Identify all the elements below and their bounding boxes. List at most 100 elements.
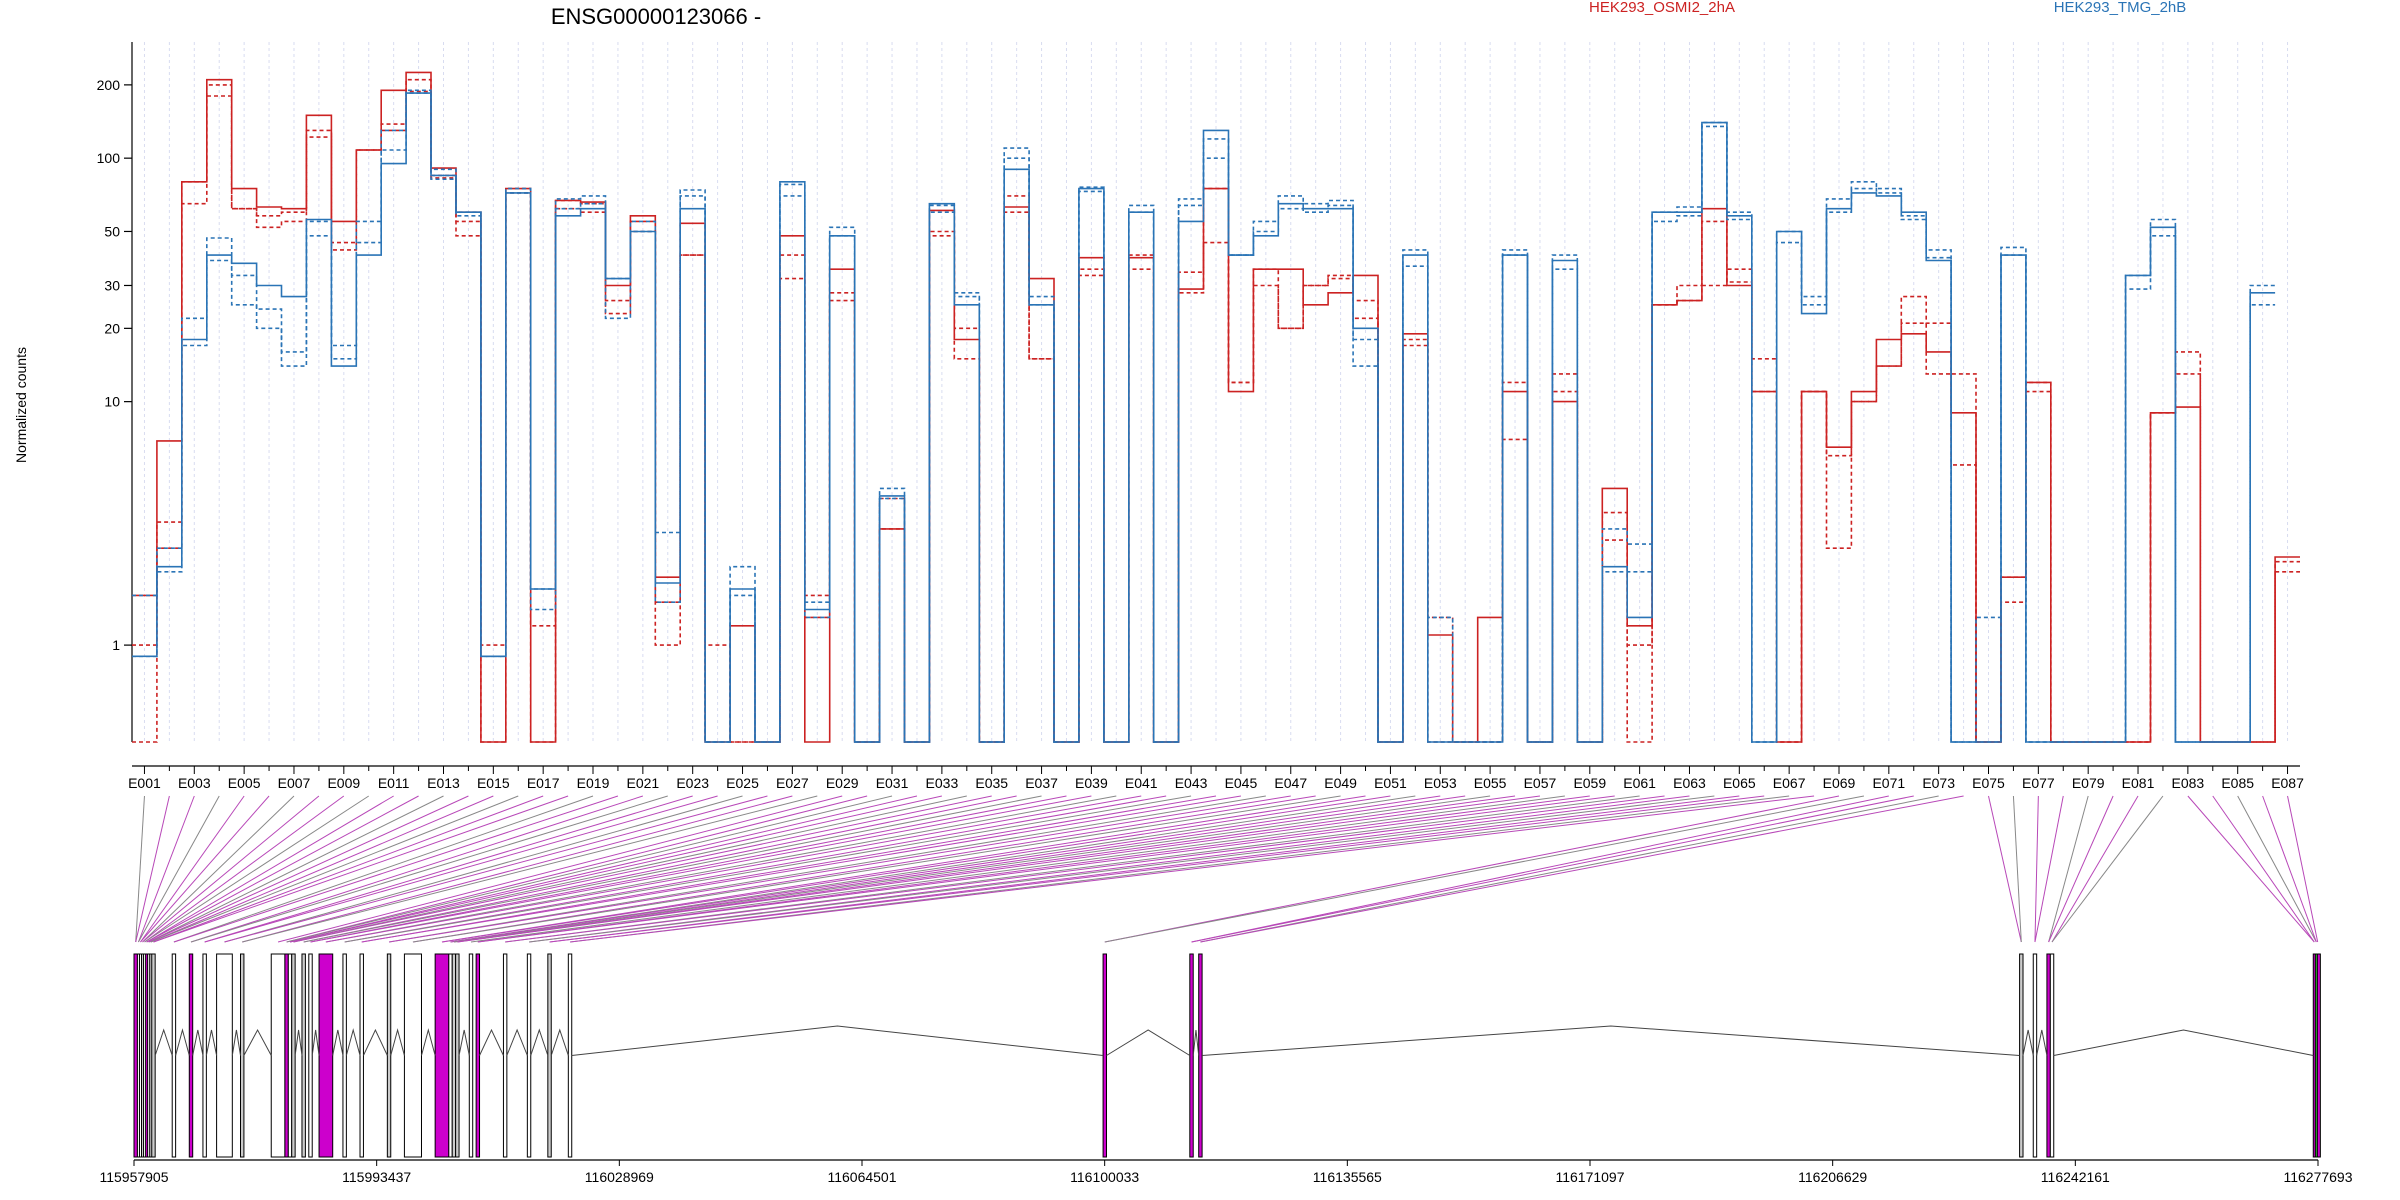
x-tick-label: E043 (1175, 775, 1208, 791)
exon-connector (153, 795, 569, 943)
exon-connector (242, 795, 793, 943)
x-tick-label: E015 (477, 775, 510, 791)
exon-connector (135, 795, 170, 943)
intron-line (175, 1028, 190, 1056)
exon-connector (1200, 795, 1964, 943)
x-tick-label: E057 (1524, 775, 1557, 791)
intron-line (479, 1028, 504, 1056)
x-tick-label: E041 (1125, 775, 1158, 791)
x-tick-label: E053 (1424, 775, 1457, 791)
x-tick-label: E059 (1573, 775, 1606, 791)
exon-connector (2262, 795, 2317, 943)
exon-connector (190, 795, 668, 943)
exon-box (451, 953, 457, 1158)
exon-connector (138, 795, 220, 943)
x-tick-label: E045 (1225, 775, 1258, 791)
exon-box (133, 953, 138, 1158)
exon-connector-lines (135, 795, 2319, 943)
exon-connector (2048, 795, 2089, 943)
series-line (132, 89, 2276, 743)
intron-line (2022, 1029, 2034, 1056)
exon-box (455, 953, 460, 1158)
exon-connector (441, 795, 1366, 943)
intron-line (362, 1028, 388, 1056)
x-tick-label: E035 (975, 775, 1008, 791)
exon-connector (146, 795, 419, 943)
x-tick-label: E063 (1673, 775, 1706, 791)
exon-connector (190, 795, 644, 943)
exon-connector (457, 795, 1516, 943)
intron-line (294, 1029, 303, 1056)
exon-box (301, 953, 306, 1158)
exon-connector (224, 795, 768, 943)
exon-connector (2287, 795, 2319, 943)
exon-connector (148, 795, 469, 943)
exon-box (151, 953, 156, 1158)
exon-connector (148, 795, 444, 943)
exon-box (308, 953, 313, 1158)
exon-box (291, 953, 296, 1158)
exon-connector (310, 795, 1067, 943)
exon-box (434, 953, 450, 1158)
exon-box (526, 953, 532, 1158)
exon-connector (2012, 795, 2022, 943)
y-tick-label: 10 (104, 394, 120, 410)
exon-connector (1104, 795, 1840, 943)
exon-connector (470, 795, 1565, 943)
exon-connector (477, 795, 1590, 943)
exon-connector (144, 795, 345, 943)
intron-line (205, 1029, 218, 1056)
exon-connector (142, 795, 320, 943)
exon-connector (142, 795, 295, 943)
legend-label-tmg: HEK293_TMG_2hB (2054, 0, 2187, 16)
exon-connector (388, 795, 1291, 943)
exon-connector (150, 795, 494, 943)
exon-connector (150, 795, 519, 943)
intron-line (506, 1028, 528, 1056)
exon-connector (2051, 795, 2139, 943)
x-tick-label: E023 (676, 775, 709, 791)
intron-line (421, 1028, 436, 1056)
exon-connector (2187, 795, 2315, 943)
genomic-tick-label: 116277693 (2283, 1169, 2352, 1185)
exon-connector (153, 795, 544, 943)
x-tick-label: E049 (1324, 775, 1357, 791)
x-tick-label: E025 (726, 775, 759, 791)
x-tick-label: E073 (1922, 775, 1955, 791)
exon-connector (412, 795, 1341, 943)
exon-connector (453, 795, 1491, 943)
genomic-axis: 115957905 115993437 116028969 116064501 1161… (99, 1159, 2353, 1185)
exon-connector (388, 795, 1266, 943)
genomic-tick-label: 116028969 (585, 1169, 654, 1185)
genomic-tick-label: 116064501 (827, 1169, 896, 1185)
x-axis: E001 E003 E005 E007 E009 E011 E013 E015 E017 E019… (128, 765, 2304, 791)
series-line (132, 92, 2276, 743)
exon-box (567, 953, 573, 1158)
exon-box (448, 953, 453, 1158)
exon-connector (477, 795, 1615, 943)
intron-line (2036, 1029, 2048, 1056)
genomic-tick-label: 116100033 (1070, 1169, 1139, 1185)
exon-box (2316, 953, 2321, 1158)
x-tick-label: E009 (327, 775, 360, 791)
exon-connector (344, 795, 1192, 943)
x-tick-label: E007 (278, 775, 311, 791)
intron-line (231, 1029, 242, 1056)
exon-connector (453, 795, 1466, 943)
exon-connector (441, 795, 1391, 943)
y-tick-label: 1 (112, 637, 120, 653)
exon-box (171, 953, 177, 1158)
exon-connector (2034, 795, 2039, 943)
exon-connector (450, 795, 1416, 943)
y-axis-label: Normalized counts (13, 347, 29, 463)
exon-box (2046, 953, 2051, 1158)
exon-connector (2237, 795, 2317, 943)
exon-connector (204, 795, 718, 943)
intron-line (390, 1028, 405, 1056)
exon-connector (361, 795, 1242, 943)
x-tick-label: E031 (876, 775, 909, 791)
exon-connector (204, 795, 693, 943)
x-tick-label: E001 (128, 775, 161, 791)
exon-connector (569, 795, 1815, 943)
intron-line (1192, 1029, 1200, 1056)
